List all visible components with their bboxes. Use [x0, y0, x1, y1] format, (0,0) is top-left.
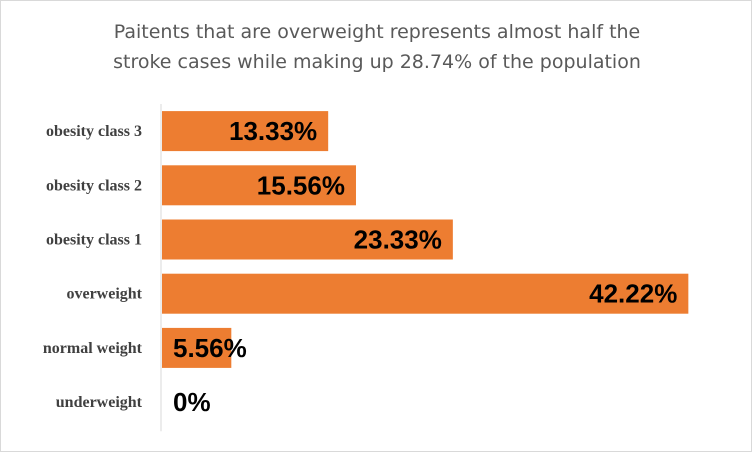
data-label: 13.33% [229, 116, 317, 146]
data-label: 42.22% [589, 279, 677, 309]
category-label: overweight [66, 286, 142, 303]
category-label: underweight [56, 394, 143, 411]
category-label: obesity class 2 [46, 177, 142, 194]
bar [162, 111, 329, 152]
category-label: normal weight [43, 340, 143, 357]
category-label: obesity class 3 [46, 123, 142, 140]
bar [162, 327, 232, 368]
data-label: 5.56% [173, 333, 247, 363]
chart-title-line-2: stroke cases while making up 28.74% of t… [113, 51, 641, 73]
data-label: 23.33% [354, 225, 442, 255]
chart-title: Paitents that are overweight represents … [61, 17, 693, 77]
bar [162, 273, 689, 314]
category-label: obesity class 1 [46, 232, 142, 249]
bar [162, 165, 356, 206]
data-label: 0% [173, 387, 211, 417]
data-label: 15.56% [257, 170, 345, 200]
chart-title-line-1: Paitents that are overweight represents … [113, 21, 641, 43]
bar [162, 219, 453, 260]
